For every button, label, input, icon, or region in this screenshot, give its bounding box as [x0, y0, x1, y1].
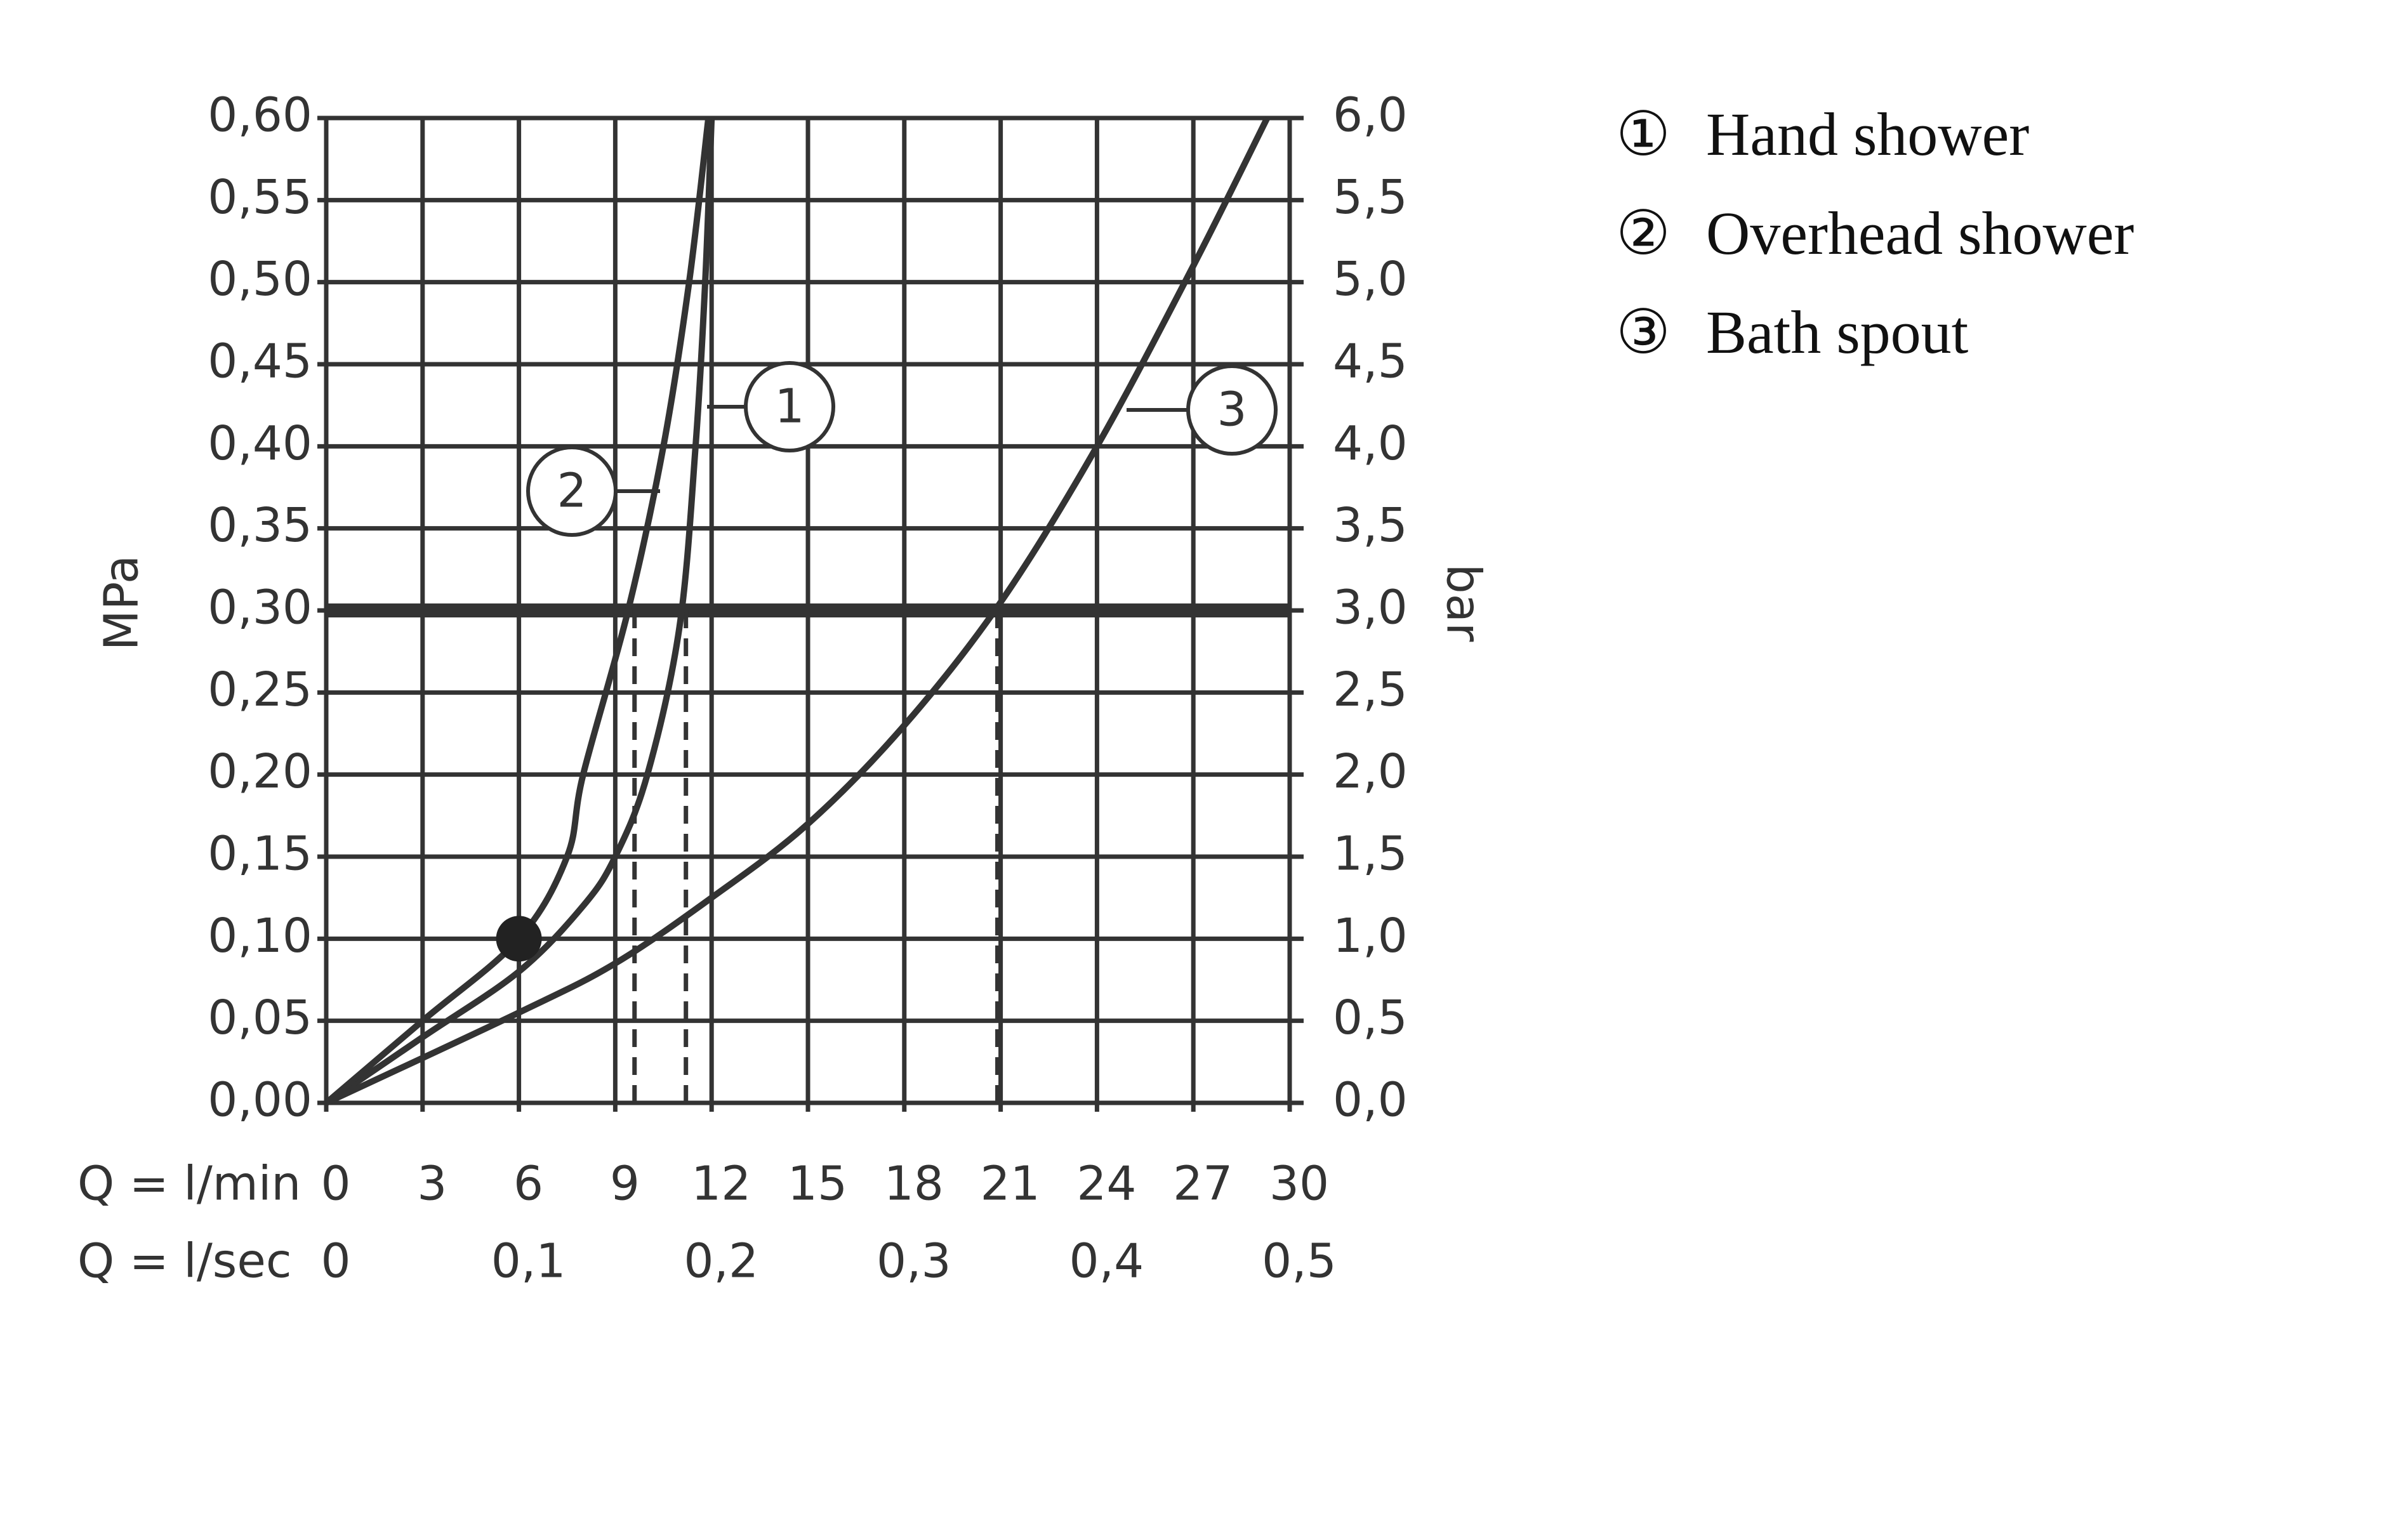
y2-tick-label: 0,0	[1333, 1073, 1408, 1128]
x-tick-label: 30	[1269, 1157, 1329, 1211]
y2-tick-label: 2,5	[1333, 662, 1408, 717]
series-line	[324, 117, 715, 1106]
x-tick-label: 12	[691, 1157, 751, 1211]
label-circle	[526, 445, 618, 537]
x2-tick-label: 0,1	[491, 1234, 566, 1289]
y2-tick-label: 6,0	[1333, 88, 1408, 143]
y2-tick-label: 3,5	[1333, 498, 1408, 553]
y-tick-label: 0,60	[208, 88, 312, 143]
x-tick-label: 6	[513, 1157, 543, 1211]
y-tick-label: 0,15	[208, 827, 312, 881]
operating-point	[496, 916, 542, 962]
y2-tick-label: 3,0	[1333, 581, 1408, 635]
y-tick-label: 0,10	[208, 909, 312, 963]
x-tick-label: 18	[884, 1157, 944, 1211]
y2-tick-label: 0,5	[1333, 991, 1408, 1045]
x2-tick-label: 0,5	[1262, 1234, 1337, 1289]
x-tick-label: 0	[321, 1157, 350, 1211]
x-tick-label: 21	[981, 1157, 1040, 1211]
legend-label: Hand shower	[1706, 100, 2029, 168]
label-circle	[744, 361, 835, 452]
y-tick-label: 0,55	[208, 170, 312, 225]
y2-tick-label: 2,0	[1333, 744, 1408, 799]
legend-label: Overhead shower	[1706, 199, 2134, 267]
series-line	[324, 117, 712, 1105]
x-tick-label: 15	[788, 1157, 847, 1211]
x2-tick-label: 0	[321, 1234, 350, 1289]
y2-axis-title: bar	[1436, 564, 1490, 642]
y2-tick-label: 5,0	[1333, 252, 1408, 306]
y-tick-label: 0,35	[208, 498, 312, 553]
x-tick-label: 3	[417, 1157, 447, 1211]
series-label: 1	[774, 379, 804, 434]
y-tick-label: 0,20	[208, 744, 312, 799]
x-tick-label: 24	[1076, 1157, 1136, 1211]
x-axis-title: Q = l/min	[77, 1157, 301, 1211]
y-tick-label: 0,05	[208, 991, 312, 1045]
series-label: 3	[1217, 383, 1247, 437]
legend-label: Bath spout	[1706, 298, 1969, 366]
x2-tick-label: 0,4	[1069, 1234, 1144, 1289]
y-tick-label: 0,45	[208, 334, 312, 389]
series-line	[324, 116, 1271, 1106]
label-circle	[1186, 364, 1278, 456]
x-tick-label: 27	[1173, 1157, 1233, 1211]
y2-tick-label: 1,0	[1333, 909, 1408, 963]
y-tick-label: 0,25	[208, 662, 312, 717]
x-tick-label: 9	[610, 1157, 640, 1211]
y2-tick-label: 5,5	[1333, 170, 1408, 225]
x2-tick-label: 0,2	[684, 1234, 758, 1289]
y-tick-label: 0,30	[208, 581, 312, 635]
series-label: 2	[557, 464, 586, 518]
y2-tick-label: 1,5	[1333, 827, 1408, 881]
y2-tick-label: 4,0	[1333, 416, 1408, 471]
y-tick-label: 0,00	[208, 1073, 312, 1128]
legend-symbol: ②	[1616, 199, 1670, 267]
legend-symbol: ①	[1616, 100, 1670, 168]
y2-tick-label: 4,5	[1333, 334, 1408, 389]
y-tick-label: 0,40	[208, 416, 312, 471]
y-tick-label: 0,50	[208, 252, 312, 306]
x2-tick-label: 0,3	[877, 1234, 951, 1289]
x2-axis-title: Q = l/sec	[77, 1234, 292, 1289]
legend-symbol: ③	[1616, 298, 1670, 366]
y-axis-title: MPa	[95, 555, 149, 651]
